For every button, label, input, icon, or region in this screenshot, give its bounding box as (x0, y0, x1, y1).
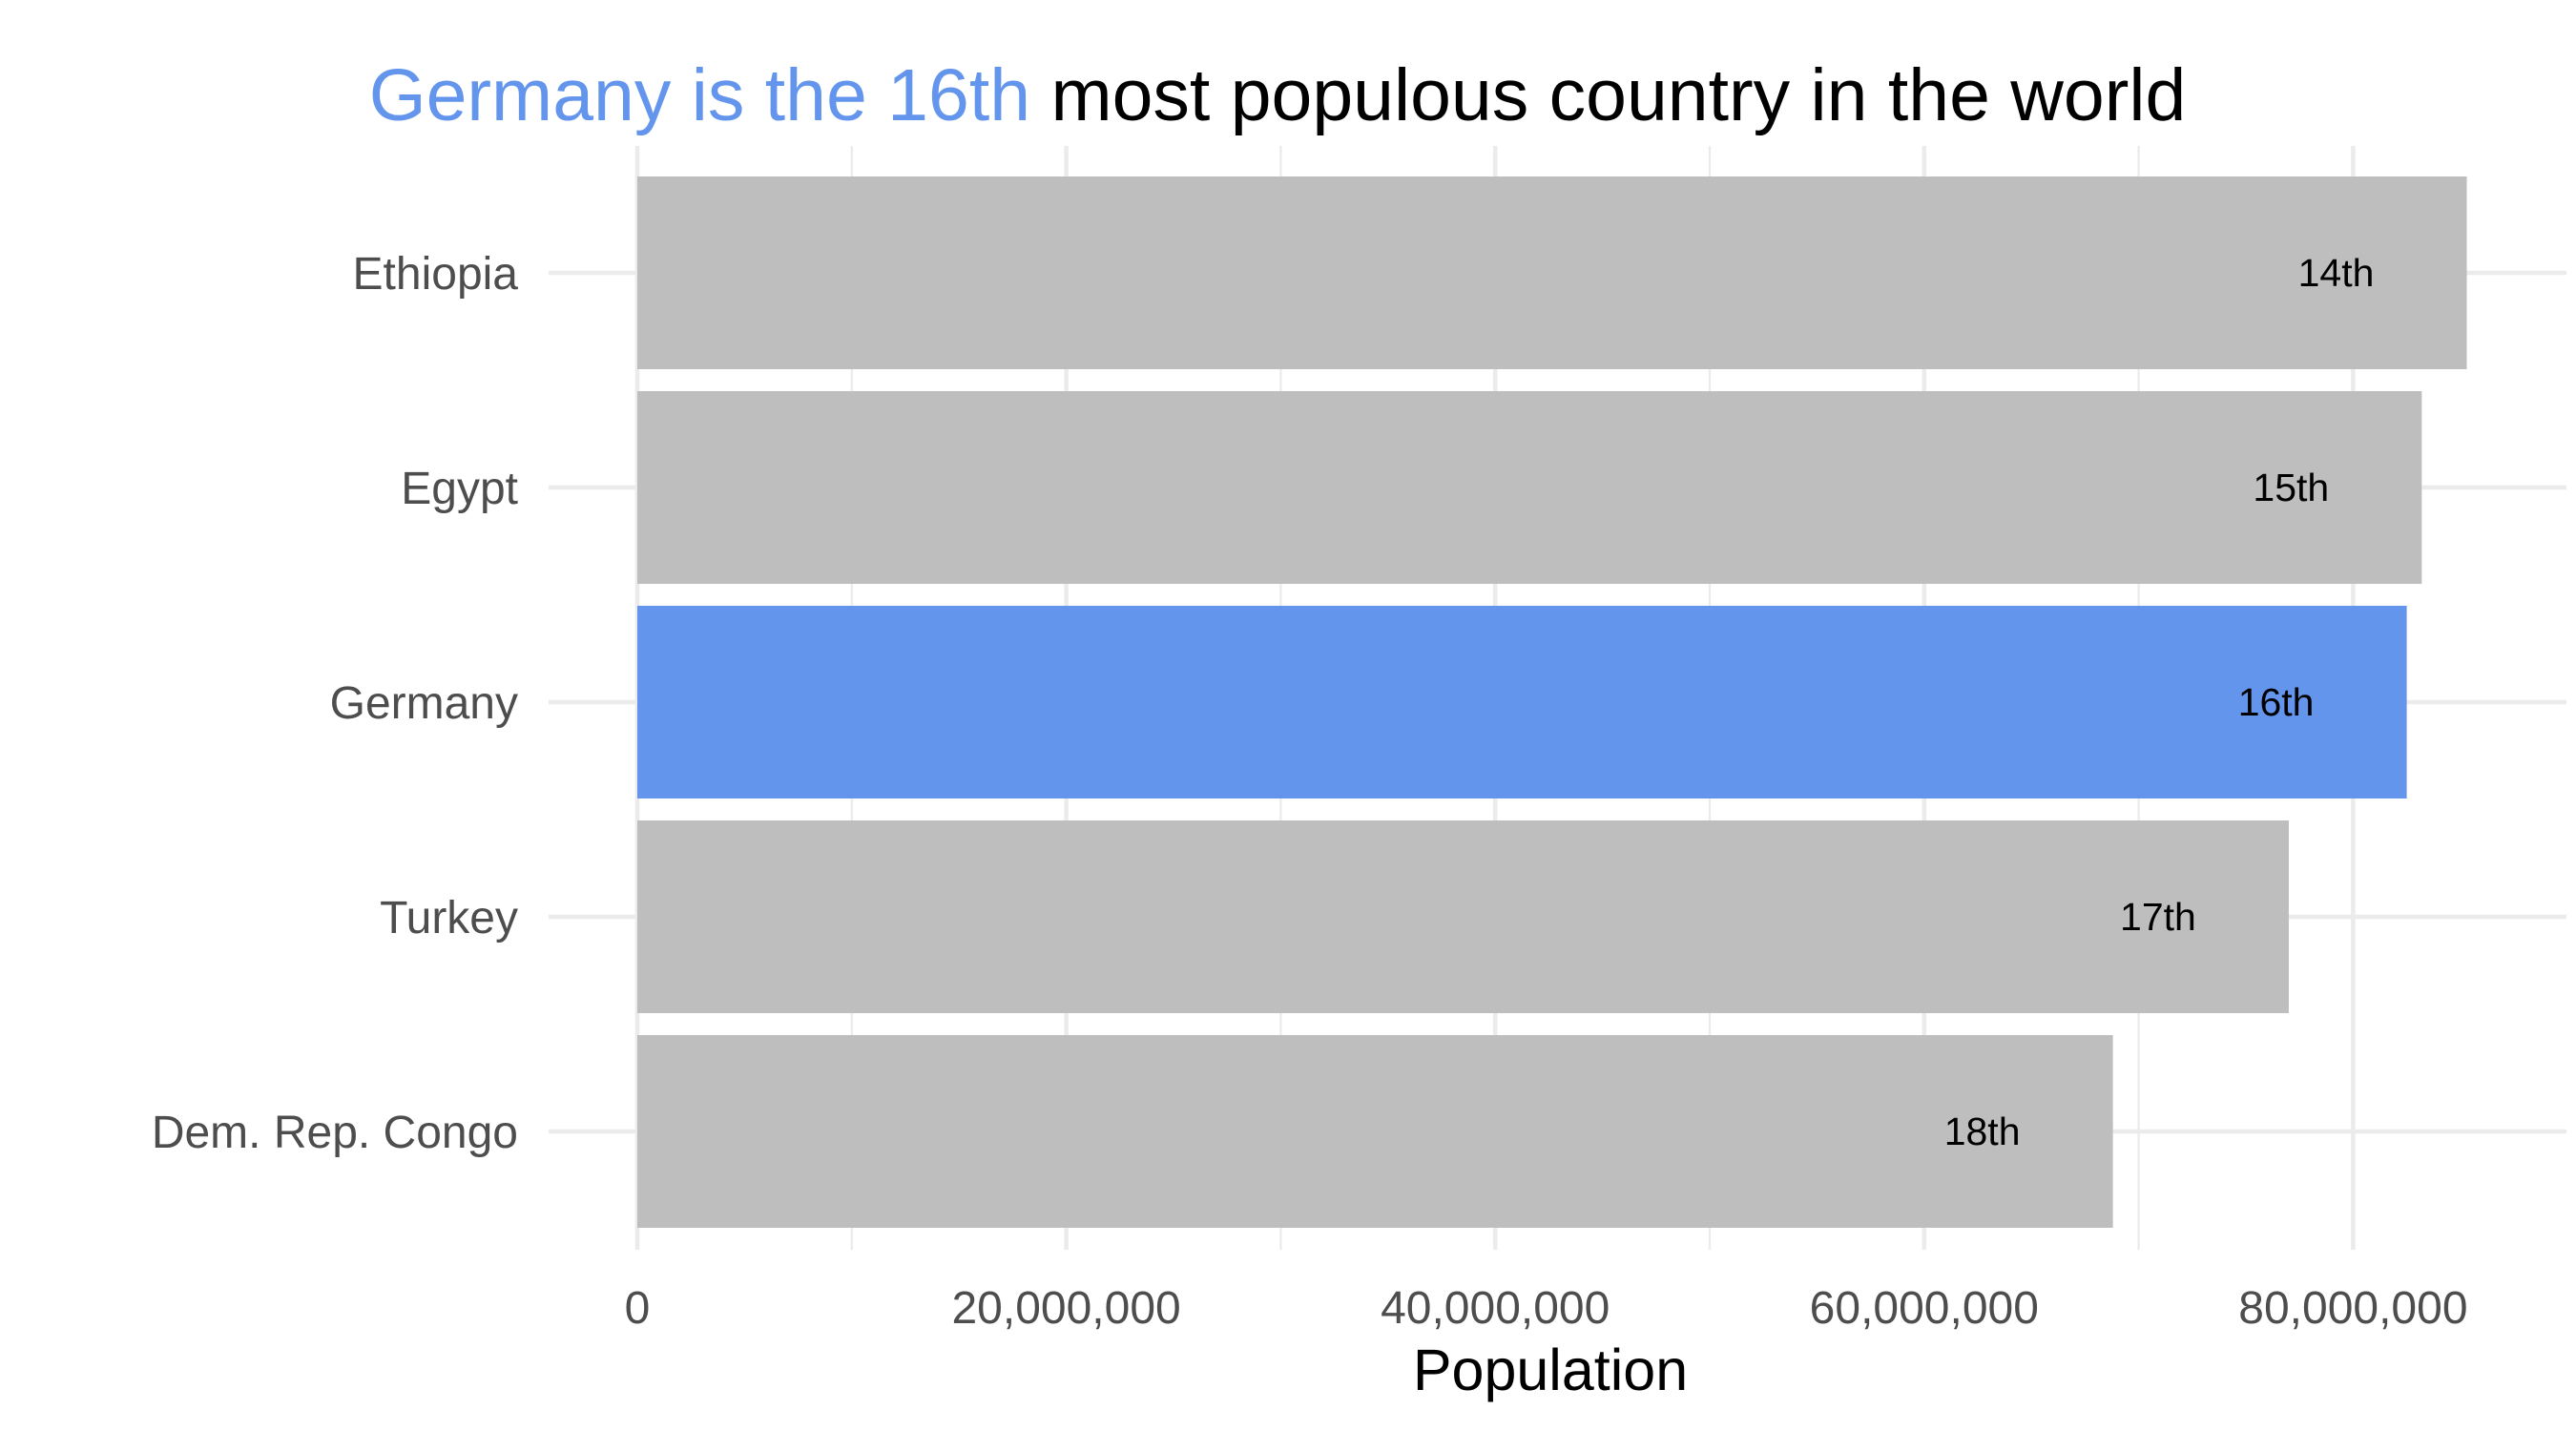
bar-rank-label: 15th (2253, 466, 2329, 509)
y-tick-label: Egypt (401, 464, 518, 514)
bar-egypt (637, 391, 2422, 584)
x-axis: 0 20,000,000 40,000,000 60,000,000 80,000,00… (625, 1283, 2468, 1334)
bar-turkey (637, 820, 2289, 1013)
chart-title: Germany is the 16th most populous countr… (369, 54, 2187, 136)
x-tick-label: 80,000,000 (2238, 1283, 2467, 1334)
y-axis: Ethiopia Egypt Germany Turkey Dem. Rep. Cong… (152, 249, 518, 1158)
bar-ethiopia (637, 176, 2467, 369)
y-tick-label: Germany (330, 678, 518, 729)
x-tick-label: 40,000,000 (1381, 1283, 1610, 1334)
chart-title-highlight: Germany is the 16th (369, 54, 1030, 136)
bars (637, 176, 2467, 1228)
bar-rank-label: 17th (2120, 895, 2196, 939)
bar-dem-rep-congo (637, 1035, 2113, 1228)
chart-title-rest: most populous country in the world (1030, 54, 2186, 136)
y-tick-label: Dem. Rep. Congo (152, 1108, 518, 1158)
bar-rank-label: 14th (2298, 251, 2375, 295)
bar-rank-label: 16th (2238, 680, 2315, 724)
y-tick-label: Ethiopia (353, 249, 519, 300)
data-labels: 14th 15th 16th 17th 18th (1944, 251, 2375, 1153)
bar-germany (637, 606, 2407, 798)
x-tick-label: 0 (625, 1283, 651, 1334)
x-tick-label: 20,000,000 (951, 1283, 1180, 1334)
x-axis-title: Population (1413, 1338, 1688, 1402)
x-tick-label: 60,000,000 (1810, 1283, 2039, 1334)
y-tick-label: Turkey (380, 893, 518, 944)
bar-rank-label: 18th (1944, 1110, 2021, 1153)
